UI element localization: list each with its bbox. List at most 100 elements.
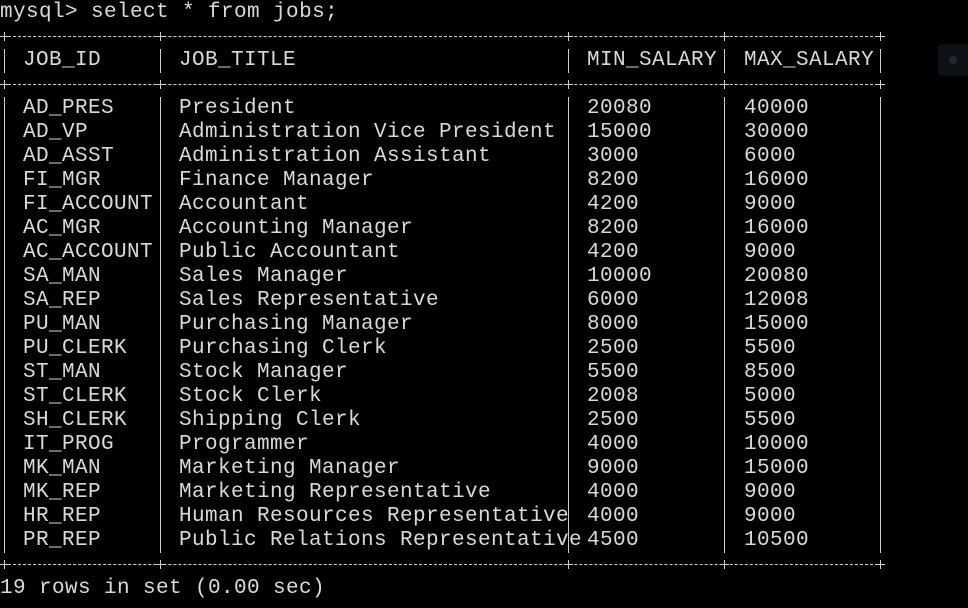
- column-separator: [568, 49, 569, 73]
- cell-min-salary: 4000: [587, 433, 640, 456]
- column-header-min-salary: MIN_SALARY: [587, 49, 718, 72]
- cell-job-title: Accounting Manager: [179, 217, 414, 240]
- cell-job-id: PR_REP: [23, 529, 102, 552]
- column-separator: [724, 49, 725, 73]
- cell-job-id: SA_MAN: [23, 265, 102, 288]
- cell-max-salary: 12008: [744, 289, 810, 312]
- cell-max-salary: 9000: [744, 481, 797, 504]
- cell-min-salary: 8000: [587, 313, 640, 336]
- border-junction: [876, 80, 885, 89]
- cell-max-salary: 5500: [744, 409, 797, 432]
- column-separator: [4, 49, 5, 73]
- cell-job-id: ST_MAN: [23, 361, 102, 384]
- cell-max-salary: 9000: [744, 505, 797, 528]
- cell-min-salary: 2500: [587, 337, 640, 360]
- cell-job-id: FI_MGR: [23, 169, 102, 192]
- cell-job-id: AD_VP: [23, 121, 89, 144]
- cell-min-salary: 15000: [587, 121, 653, 144]
- column-separator: [568, 97, 569, 553]
- cell-max-salary: 10500: [744, 529, 810, 552]
- cell-job-title: Sales Manager: [179, 265, 349, 288]
- border-junction: [720, 560, 729, 569]
- cell-max-salary: 16000: [744, 169, 810, 192]
- cell-min-salary: 4200: [587, 193, 640, 216]
- cell-job-id: IT_PROG: [23, 433, 115, 456]
- border-junction: [876, 32, 885, 41]
- cell-job-title: Stock Manager: [179, 361, 349, 384]
- cell-job-id: FI_ACCOUNT: [23, 193, 154, 216]
- cell-min-salary: 2500: [587, 409, 640, 432]
- dot-icon: [949, 56, 957, 64]
- cell-max-salary: 8500: [744, 361, 797, 384]
- cell-job-id: AC_MGR: [23, 217, 102, 240]
- column-header-job-title: JOB_TITLE: [179, 49, 297, 72]
- column-header-max-salary: MAX_SALARY: [744, 49, 875, 72]
- cell-max-salary: 16000: [744, 217, 810, 240]
- cell-min-salary: 4200: [587, 241, 640, 264]
- column-header-job-id: JOB_ID: [23, 49, 102, 72]
- cell-job-title: Human Resources Representative: [179, 505, 570, 528]
- cell-max-salary: 5500: [744, 337, 797, 360]
- cell-job-title: Marketing Manager: [179, 457, 401, 480]
- cell-min-salary: 4000: [587, 505, 640, 528]
- scroll-indicator[interactable]: [938, 44, 968, 76]
- cell-job-title: Purchasing Manager: [179, 313, 414, 336]
- border-junction: [0, 80, 9, 89]
- prompt: mysql>: [0, 1, 79, 24]
- column-separator: [880, 49, 881, 73]
- column-separator: [160, 97, 161, 553]
- cell-min-salary: 6000: [587, 289, 640, 312]
- column-separator: [724, 97, 725, 553]
- border-junction: [156, 32, 165, 41]
- border-junction: [0, 560, 9, 569]
- cell-min-salary: 8200: [587, 217, 640, 240]
- cell-job-id: AD_PRES: [23, 97, 115, 120]
- column-separator: [880, 97, 881, 553]
- border-junction: [156, 560, 165, 569]
- cell-max-salary: 20080: [744, 265, 810, 288]
- cell-job-id: PU_CLERK: [23, 337, 128, 360]
- border-junction: [720, 32, 729, 41]
- cell-max-salary: 6000: [744, 145, 797, 168]
- cell-job-id: ST_CLERK: [23, 385, 128, 408]
- command-text: select * from jobs;: [91, 1, 339, 24]
- border-junction: [156, 80, 165, 89]
- cell-job-title: Purchasing Clerk: [179, 337, 388, 360]
- cell-max-salary: 9000: [744, 193, 797, 216]
- column-separator: [4, 97, 5, 553]
- cell-max-salary: 15000: [744, 313, 810, 336]
- cell-min-salary: 5500: [587, 361, 640, 384]
- cell-max-salary: 30000: [744, 121, 810, 144]
- cell-job-title: Accountant: [179, 193, 310, 216]
- cell-job-title: President: [179, 97, 297, 120]
- cell-job-title: Programmer: [179, 433, 310, 456]
- cell-job-id: SH_CLERK: [23, 409, 128, 432]
- cell-min-salary: 3000: [587, 145, 640, 168]
- cell-min-salary: 8200: [587, 169, 640, 192]
- cell-job-title: Sales Representative: [179, 289, 440, 312]
- cell-job-title: Stock Clerk: [179, 385, 323, 408]
- column-separator: [160, 49, 161, 73]
- cell-min-salary: 2008: [587, 385, 640, 408]
- cell-job-id: MK_REP: [23, 481, 102, 504]
- command-line: mysql> select * from jobs;: [0, 1, 338, 25]
- cell-min-salary: 4500: [587, 529, 640, 552]
- cell-min-salary: 10000: [587, 265, 653, 288]
- cell-job-id: PU_MAN: [23, 313, 102, 336]
- cell-job-id: AC_ACCOUNT: [23, 241, 154, 264]
- cell-min-salary: 4000: [587, 481, 640, 504]
- result-summary: 19 rows in set (0.00 sec): [0, 577, 326, 600]
- table-border-bottom: [3, 564, 883, 565]
- cell-max-salary: 9000: [744, 241, 797, 264]
- cell-job-title: Administration Assistant: [179, 145, 492, 168]
- border-junction: [720, 80, 729, 89]
- cell-job-id: HR_REP: [23, 505, 102, 528]
- cell-min-salary: 20080: [587, 97, 653, 120]
- cell-min-salary: 9000: [587, 457, 640, 480]
- table-border-header: [3, 84, 883, 85]
- cell-max-salary: 15000: [744, 457, 810, 480]
- border-junction: [0, 32, 9, 41]
- cell-job-title: Marketing Representative: [179, 481, 492, 504]
- cell-job-title: Public Relations Representative: [179, 529, 583, 552]
